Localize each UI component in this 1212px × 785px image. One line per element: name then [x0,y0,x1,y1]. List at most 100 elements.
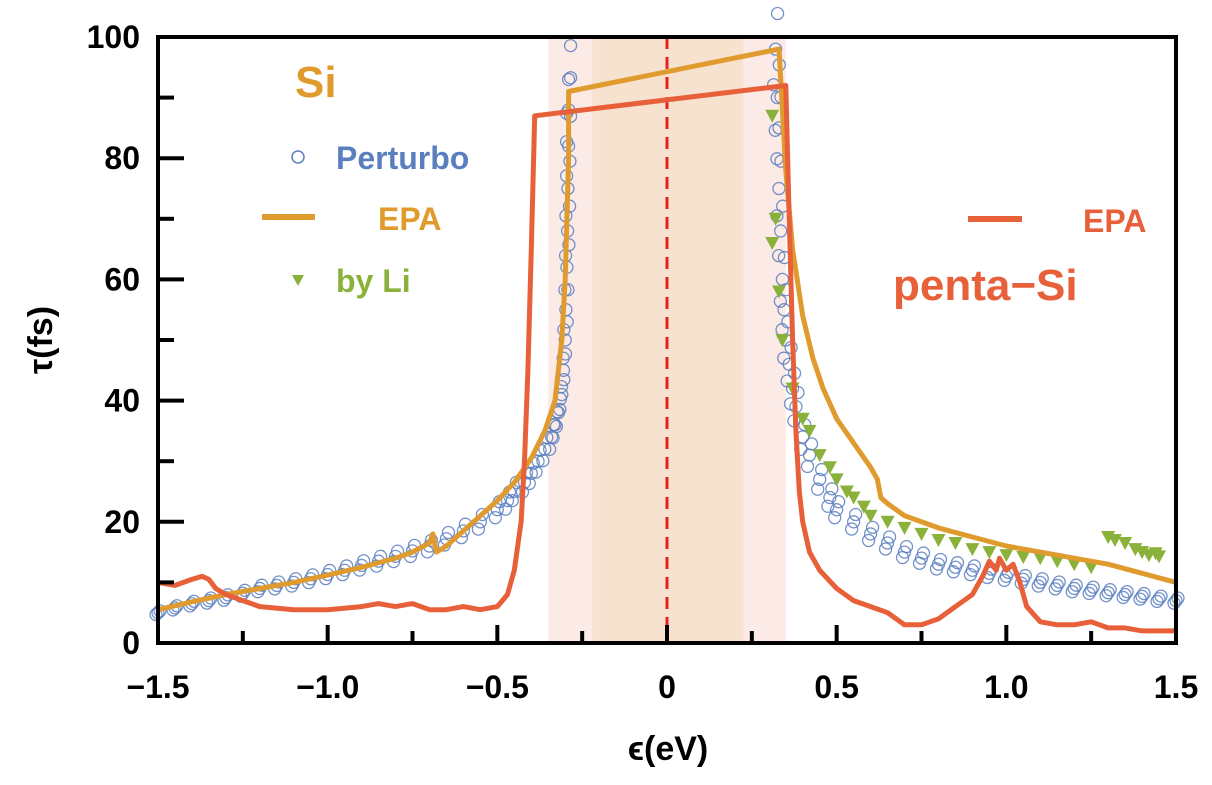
x-tick-label: 1.0 [984,669,1028,705]
point-perturbo [899,539,914,554]
point-perturbo [1120,584,1134,599]
point-perturbo [811,482,825,496]
point-perturbo [471,522,486,536]
point-perturbo [561,72,576,87]
point-perturbo [1050,578,1064,593]
point-by_li [829,473,844,487]
x-tick-label: −1.5 [126,669,189,705]
point-by_li [1152,550,1167,564]
point-by_li [768,212,783,226]
series-penta_epa [157,83,1176,634]
point-perturbo [1135,589,1149,603]
point-by_li [1016,550,1031,564]
y-tick-label: 0 [122,625,140,661]
point-by_li [1118,537,1133,551]
point-by_li [1084,561,1099,575]
x-tick-label: 1.5 [1154,669,1198,705]
point-perturbo [563,38,578,53]
point-perturbo [549,419,564,434]
legend-label-by-li: by Li [336,263,411,299]
point-by_li [765,237,780,251]
legend-title-si: Si [295,58,337,107]
series-by_li [765,109,1167,575]
series-si_epa [157,46,1177,613]
point-perturbo [1154,589,1168,603]
point-perturbo [488,511,502,525]
point-perturbo [933,552,948,567]
point-perturbo [1052,575,1066,589]
point-perturbo [878,542,893,556]
x-tick-label: −0.5 [466,669,529,705]
point-perturbo [1048,582,1062,596]
point-perturbo [441,525,456,540]
point-by_li [897,521,912,535]
point-perturbo [897,545,912,559]
legend-marker-perturbo [291,150,305,164]
legend-marker-by-li [292,275,304,286]
series-layer [149,6,1185,634]
point-perturbo [529,465,543,479]
point-perturbo [880,536,895,550]
point-perturbo [865,520,880,535]
point-perturbo [823,490,837,505]
point-perturbo [1103,583,1117,597]
point-by_li [965,543,980,557]
point-perturbo [475,507,490,522]
point-perturbo [846,515,861,529]
point-perturbo [1118,587,1132,602]
legend-title-penta-si: penta−Si [893,261,1078,310]
y-tick-label: 20 [104,504,140,540]
point-by_li [948,537,963,551]
point-by_li [982,546,997,560]
line-si_epa [157,46,1177,613]
point-by_li [880,515,895,529]
point-perturbo [1152,592,1166,606]
point-perturbo [861,533,876,548]
point-by_li [839,485,854,499]
point-perturbo [832,495,846,509]
point-by_li [846,491,861,505]
point-perturbo [505,493,519,508]
point-by_li [771,285,786,299]
point-perturbo [828,511,842,525]
point-by_li [914,527,929,541]
x-tick-label: 0 [658,669,676,705]
y-tick-label: 40 [104,383,140,419]
point-by_li [1050,555,1065,569]
point-perturbo [1086,580,1100,594]
line-penta_epa [157,83,1176,634]
point-by_li [931,533,946,547]
point-by_li [863,509,878,523]
point-perturbo [825,482,839,496]
point-perturbo [830,503,844,517]
point-perturbo [1084,583,1098,597]
point-perturbo [563,71,578,85]
point-by_li [856,500,871,514]
point-perturbo [1065,585,1079,599]
axes [156,35,1178,645]
legend-label-perturbo: Perturbo [336,140,469,176]
point-perturbo [558,333,572,347]
point-perturbo [498,502,513,516]
point-perturbo [916,546,931,560]
point-perturbo [500,493,515,508]
point-perturbo [456,524,471,538]
point-by_li [812,449,827,463]
point-by_li [999,549,1014,563]
point-perturbo [772,248,786,263]
x-tick-label: 0.5 [814,669,858,705]
point-by_li [1067,558,1082,572]
point-perturbo [882,530,897,544]
point-by_li [822,461,837,475]
point-perturbo [770,6,785,21]
point-perturbo [1101,586,1115,600]
x-axis-label: ϵ(eV) [628,730,709,768]
point-perturbo [774,224,788,238]
point-perturbo [844,522,859,536]
point-by_li [1107,533,1122,547]
point-perturbo [848,507,863,522]
point-by_li [1033,552,1048,566]
point-perturbo [556,351,570,365]
tick-labels: 0 20 40 60 80 100 −1.5 −1.0 −0.5 0 0.5 1.0 1.5 [87,19,1199,705]
